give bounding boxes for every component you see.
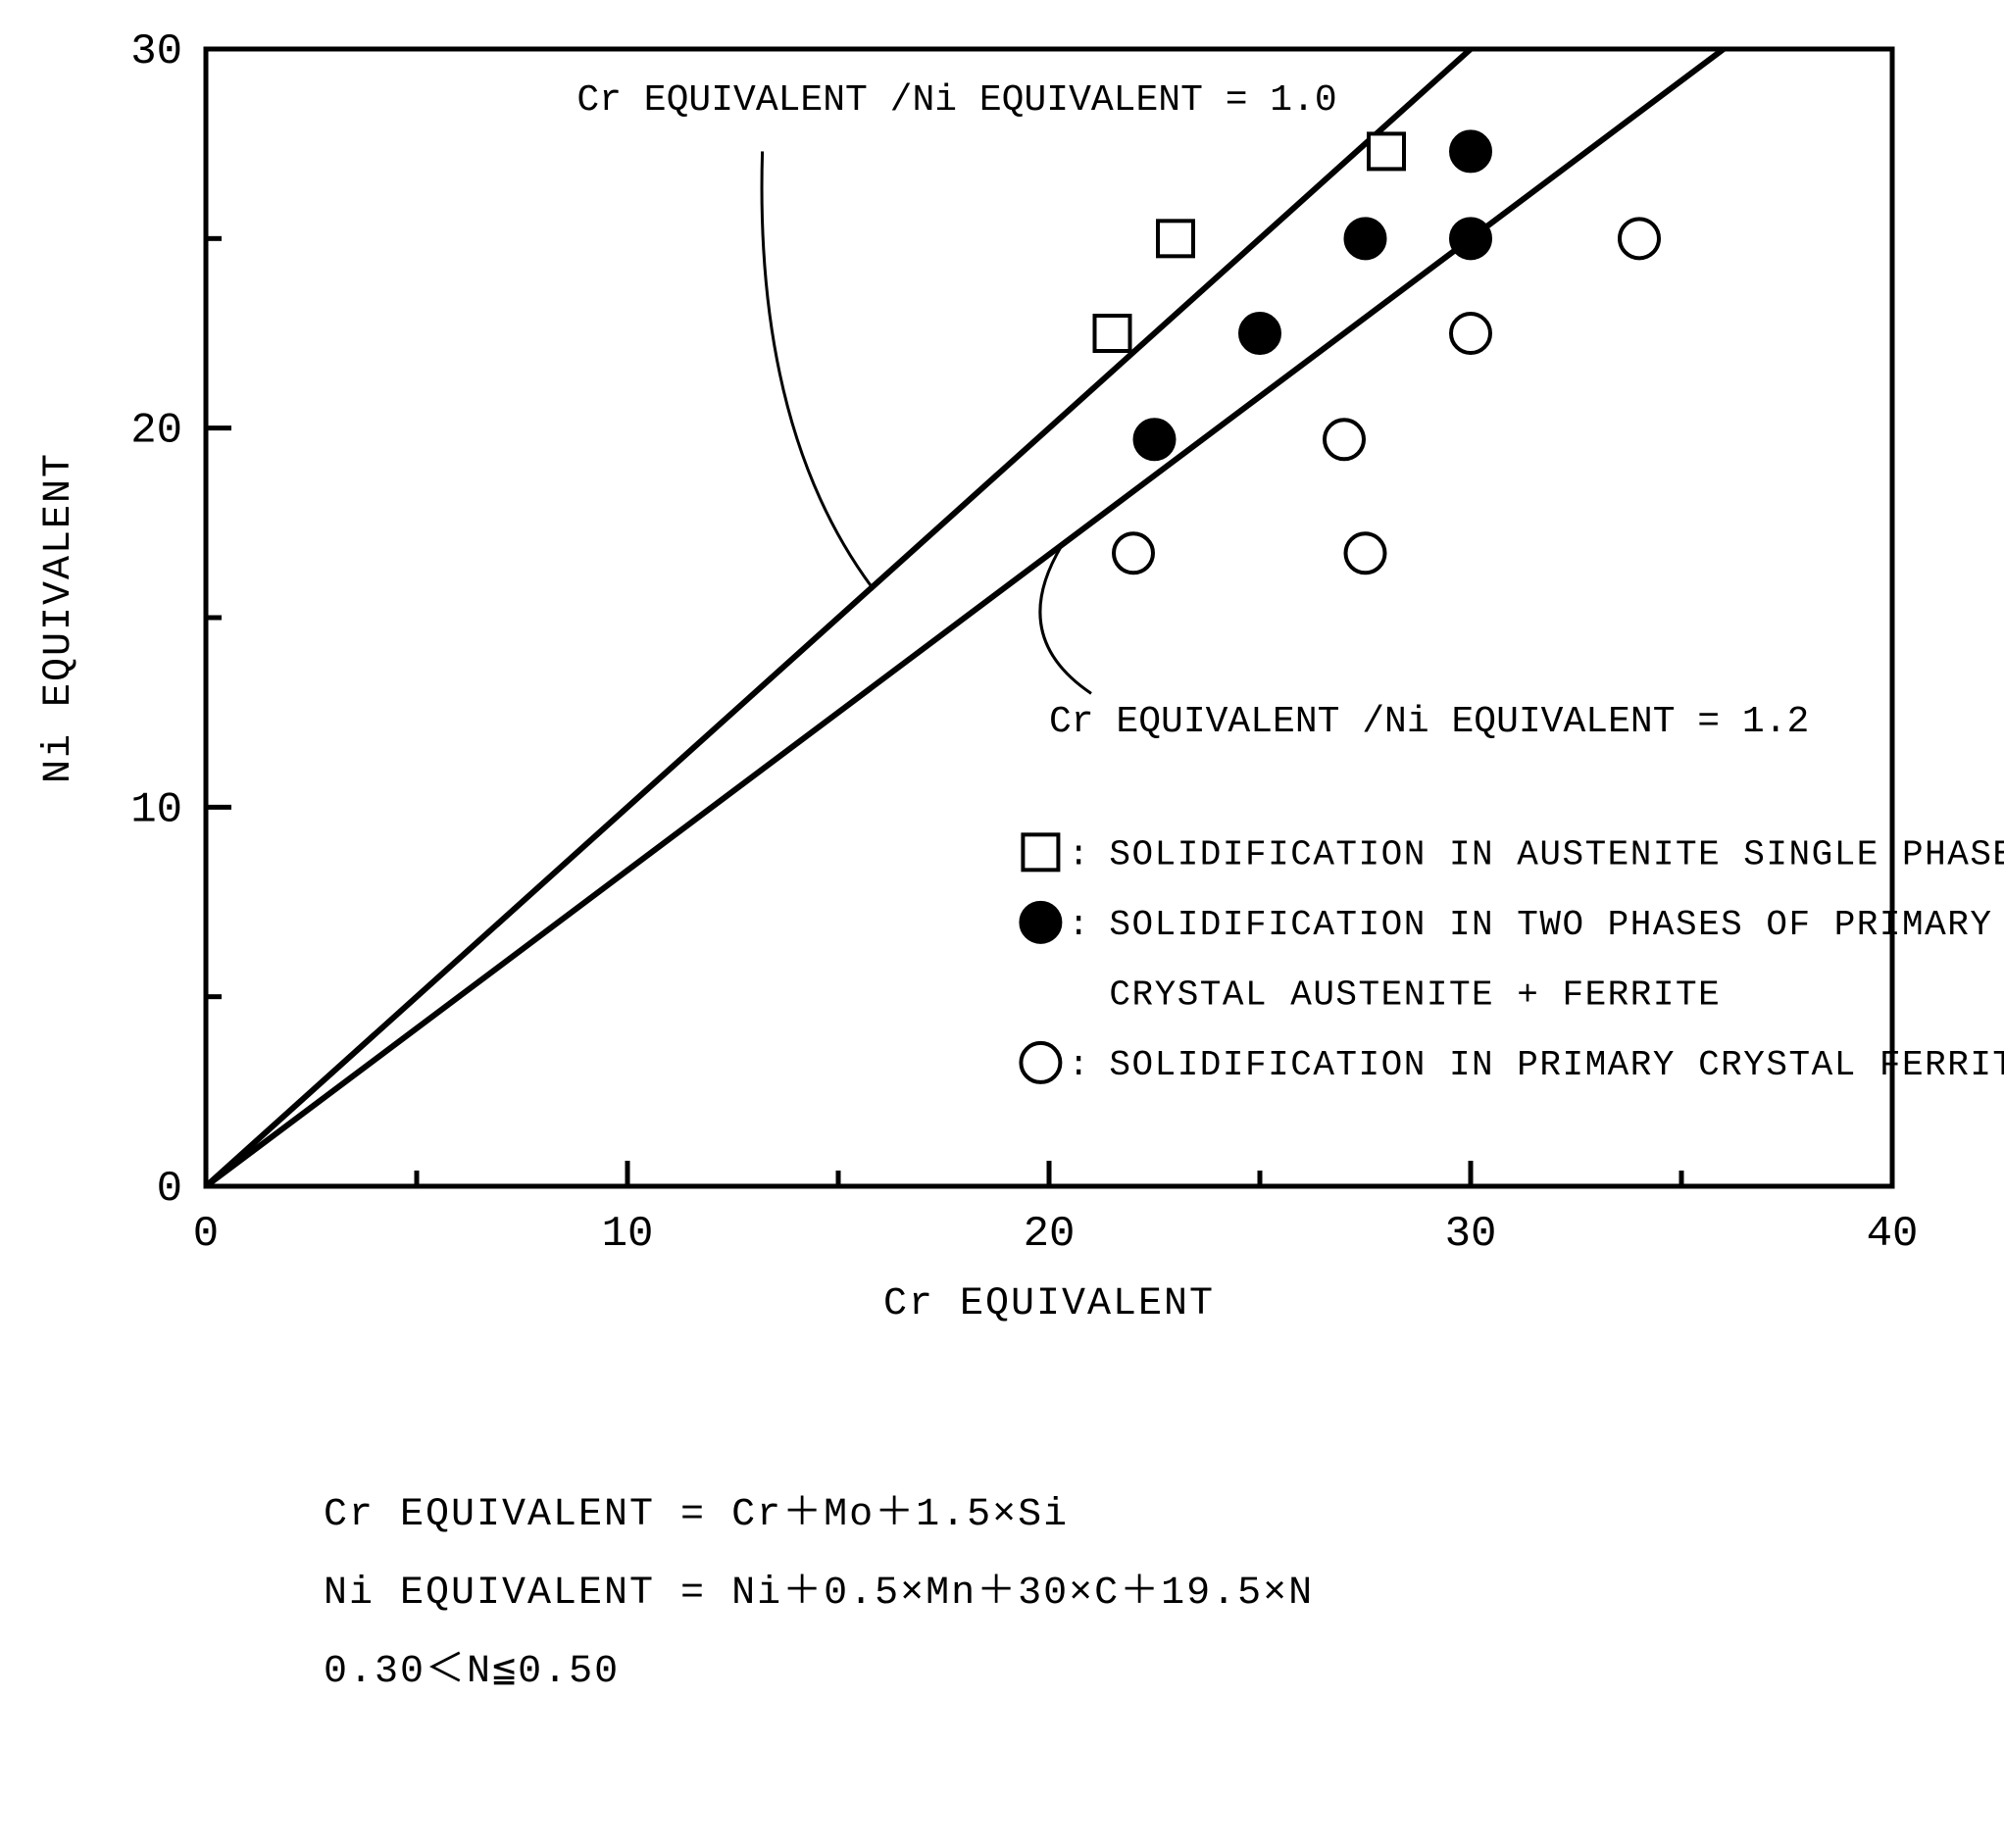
legend-text: CRYSTAL AUSTENITE + FERRITE xyxy=(1109,974,1721,1015)
y-tick-label: 0 xyxy=(157,1165,182,1214)
marker-open_circle-legend xyxy=(1021,1043,1060,1082)
scatter-chart: 0 10 20 30 40 0 10 20 30 Cr EQUIVALENT Ni EQUIVALE… xyxy=(0,0,2004,1848)
marker-filled_circle xyxy=(1451,131,1490,171)
x-tick-label: 0 xyxy=(193,1210,219,1259)
marker-square xyxy=(1369,133,1404,169)
ratio-annotation-ratio-1p0: Cr EQUIVALENT /Ni EQUIVALENT = 1.0 xyxy=(576,79,1336,122)
formula-line: Ni EQUIVALENT = Ni＋0.5×Mn＋30×C＋19.5×N xyxy=(324,1572,1314,1616)
marker-open_circle xyxy=(1451,314,1490,353)
legend-colon: : xyxy=(1068,1045,1089,1085)
marker-filled_circle xyxy=(1240,314,1279,353)
marker-square xyxy=(1095,316,1130,351)
x-tick-label: 40 xyxy=(1867,1210,1919,1259)
formula-line: Cr EQUIVALENT = Cr＋Mo＋1.5×Si xyxy=(324,1493,1069,1537)
y-tick-label: 10 xyxy=(130,785,182,834)
x-axis-label: Cr EQUIVALENT xyxy=(883,1282,1215,1326)
marker-filled_circle-legend xyxy=(1021,903,1060,942)
marker-open_circle xyxy=(1325,420,1364,459)
y-tick-label: 20 xyxy=(130,407,182,456)
x-tick-label: 10 xyxy=(602,1210,654,1259)
y-tick-label: 30 xyxy=(130,27,182,76)
marker-square-legend xyxy=(1023,834,1058,870)
legend-text: SOLIDIFICATION IN TWO PHASES OF PRIMARY xyxy=(1109,905,1992,945)
legend-text: SOLIDIFICATION IN AUSTENITE SINGLE PHASE xyxy=(1109,834,2004,874)
marker-open_circle xyxy=(1346,533,1385,573)
ratio-annotation-ratio-1p2: Cr EQUIVALENT /Ni EQUIVALENT = 1.2 xyxy=(1049,701,1809,743)
y-axis-label: Ni EQUIVALENT xyxy=(37,452,81,783)
legend-colon: : xyxy=(1068,834,1089,874)
marker-open_circle xyxy=(1114,533,1153,573)
x-tick-label: 30 xyxy=(1445,1210,1497,1259)
marker-filled_circle xyxy=(1451,219,1490,258)
legend-text: SOLIDIFICATION IN PRIMARY CRYSTAL FERRIT… xyxy=(1109,1045,2004,1085)
marker-open_circle xyxy=(1620,219,1659,258)
x-tick-label: 20 xyxy=(1024,1210,1076,1259)
legend-colon: : xyxy=(1068,905,1089,945)
marker-filled_circle xyxy=(1135,420,1175,459)
formula-line: 0.30＜N≦0.50 xyxy=(324,1650,620,1694)
marker-square xyxy=(1158,221,1193,256)
marker-filled_circle xyxy=(1346,219,1385,258)
